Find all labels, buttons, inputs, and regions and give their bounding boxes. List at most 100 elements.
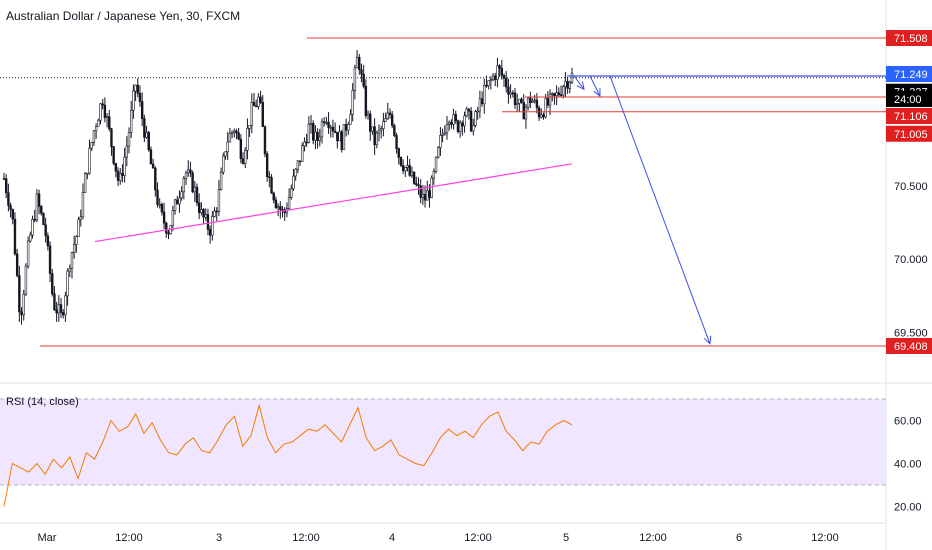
candle-body bbox=[7, 192, 10, 206]
candle-body bbox=[388, 112, 392, 115]
candle-body bbox=[274, 199, 278, 209]
candle-body bbox=[480, 98, 484, 105]
time-tick-label: 12:00 bbox=[811, 532, 839, 544]
candle-body bbox=[511, 92, 514, 95]
ascending-trendline[interactable] bbox=[94, 163, 573, 243]
candle-body bbox=[505, 77, 508, 88]
price-tick-label: 70.000 bbox=[894, 254, 928, 266]
candle-body bbox=[233, 130, 236, 133]
candle-body bbox=[206, 214, 210, 230]
candle-body bbox=[386, 112, 389, 119]
candle-body bbox=[77, 219, 80, 237]
candle-body bbox=[265, 153, 269, 178]
price-label-text: 71.106 bbox=[894, 111, 928, 123]
candle-body bbox=[540, 114, 543, 118]
candle-body bbox=[11, 209, 14, 220]
candle-body bbox=[213, 210, 216, 217]
candle-body bbox=[570, 72, 574, 83]
candle-body bbox=[489, 79, 493, 81]
candle-body bbox=[296, 160, 300, 170]
candle-body bbox=[329, 126, 332, 129]
projection-arrow-1[interactable] bbox=[573, 75, 585, 90]
candle-body bbox=[66, 270, 69, 297]
price-label-tag bbox=[886, 65, 932, 82]
candle-body bbox=[173, 199, 177, 211]
candle-body bbox=[105, 116, 109, 119]
candle-body bbox=[224, 151, 227, 157]
candle-body bbox=[520, 98, 523, 103]
candle-body bbox=[147, 132, 150, 151]
candle-body bbox=[165, 222, 168, 234]
projection-arrow-target[interactable] bbox=[609, 75, 711, 345]
projection-arrow-target-head bbox=[703, 335, 712, 345]
candle-body bbox=[551, 93, 554, 95]
candle-body bbox=[397, 148, 400, 158]
candle-body bbox=[132, 90, 135, 111]
candle-body bbox=[568, 81, 572, 89]
candle-body bbox=[366, 113, 370, 117]
price-label-text: 24:00 bbox=[894, 94, 922, 106]
candle-body bbox=[491, 75, 495, 80]
candle-body bbox=[226, 141, 229, 153]
candle-body bbox=[445, 124, 449, 134]
price-label-tag bbox=[886, 90, 932, 107]
projection-arrow-2[interactable] bbox=[589, 75, 601, 97]
candle-body bbox=[138, 92, 142, 102]
candle-body bbox=[380, 128, 383, 131]
candle-body bbox=[360, 69, 363, 75]
candle-body bbox=[531, 100, 534, 103]
candle-body bbox=[178, 197, 181, 205]
candle-body bbox=[364, 85, 368, 117]
candle-body bbox=[461, 122, 464, 127]
candle-body bbox=[426, 190, 429, 201]
candle-body bbox=[187, 169, 190, 174]
candle-body bbox=[309, 123, 313, 125]
candle-body bbox=[465, 108, 468, 117]
candle-body bbox=[369, 113, 372, 132]
candle-body bbox=[529, 97, 532, 103]
candle-body bbox=[500, 67, 504, 76]
price-tick-label: 69.500 bbox=[894, 328, 928, 340]
candle-body bbox=[127, 132, 131, 147]
price-label-text: 69.408 bbox=[894, 341, 928, 353]
candle-body bbox=[162, 211, 166, 224]
candle-body bbox=[149, 149, 153, 165]
candle-body bbox=[333, 130, 337, 133]
candle-body bbox=[502, 75, 506, 79]
candle-body bbox=[404, 167, 407, 172]
candle-body bbox=[377, 129, 381, 134]
candle-body bbox=[401, 165, 405, 172]
candle-body bbox=[200, 209, 203, 213]
candle-body bbox=[290, 188, 293, 198]
candle-body bbox=[259, 96, 262, 103]
candle-body bbox=[202, 209, 205, 218]
candle-body bbox=[136, 84, 139, 94]
candle-body bbox=[33, 219, 36, 221]
candle-body bbox=[134, 84, 137, 92]
candle-body bbox=[88, 147, 91, 174]
rsi-tick-label: 20.00 bbox=[894, 502, 922, 514]
candle-body bbox=[456, 120, 460, 132]
candle-body bbox=[485, 84, 488, 87]
candle-body bbox=[90, 142, 93, 149]
candle-body bbox=[544, 98, 547, 118]
candle-body bbox=[494, 75, 497, 80]
candle-body bbox=[37, 193, 41, 207]
candle-body bbox=[564, 81, 567, 88]
candle-body bbox=[191, 172, 194, 193]
candle-body bbox=[373, 126, 376, 146]
candle-body bbox=[443, 132, 447, 135]
rsi-indicator-label[interactable]: RSI (14, close) bbox=[6, 396, 79, 408]
candle-body bbox=[349, 113, 352, 125]
candle-body bbox=[255, 105, 258, 108]
time-tick-label: 12:00 bbox=[464, 532, 492, 544]
candle-body bbox=[542, 114, 545, 118]
candle-body bbox=[298, 160, 302, 163]
candle-body bbox=[441, 133, 444, 136]
candle-body bbox=[432, 170, 436, 179]
candle-body bbox=[171, 210, 175, 226]
time-tick-label: 12:00 bbox=[115, 532, 143, 544]
candle-body bbox=[94, 126, 98, 132]
candle-body bbox=[184, 172, 188, 179]
